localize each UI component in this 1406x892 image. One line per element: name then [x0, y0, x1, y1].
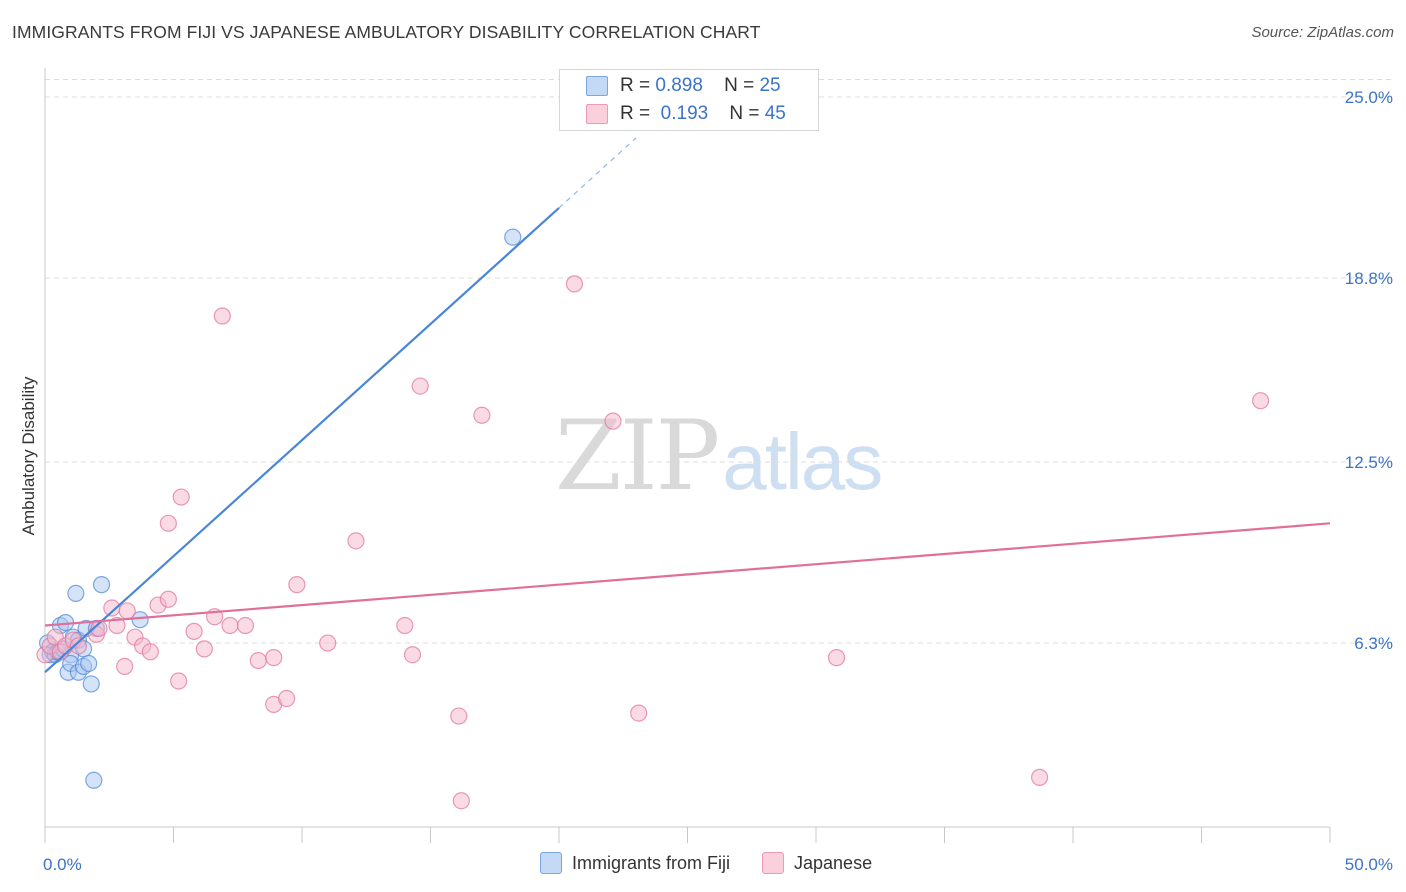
fiji-trend-line-extension [558, 137, 637, 209]
japanese-point [604, 412, 622, 430]
japanese-point [172, 488, 190, 506]
japanese-point [277, 689, 296, 708]
japanese-point [396, 616, 414, 635]
japanese-point [288, 576, 306, 594]
japanese-point [185, 622, 203, 640]
series-swatch-fiji [540, 852, 562, 874]
x-tick-label: 0.0% [43, 855, 82, 874]
series-legend-fiji: Immigrants from Fiji [540, 852, 730, 874]
y-tick-label: 18.8% [1345, 269, 1393, 288]
fiji-trend-line [44, 207, 560, 674]
legend-swatch-japanese [586, 104, 608, 124]
japanese-point [159, 514, 177, 532]
legend-row-japanese: R = 0.193 N = 45 [586, 102, 786, 126]
watermark-zip: ZIP [555, 400, 720, 512]
japanese-point [249, 651, 267, 670]
japanese-point [236, 616, 255, 635]
x-tick-label: 50.0% [1345, 855, 1393, 874]
japanese-point [116, 657, 134, 676]
correlation-legend: R = 0.898 N = 25 R = 0.193 N = 45 [559, 69, 819, 131]
chart-title: IMMIGRANTS FROM FIJI VS JAPANESE AMBULAT… [12, 22, 761, 42]
japanese-point [221, 616, 239, 635]
japanese-point [1030, 768, 1049, 786]
japanese-point [827, 649, 846, 667]
japanese-point [118, 602, 136, 620]
legend-r-value: 0.193 [660, 103, 709, 124]
y-tick-label: 25.0% [1345, 88, 1393, 107]
japanese-point [630, 704, 648, 722]
series-label-fiji: Immigrants from Fiji [572, 852, 731, 873]
legend-r-label: R = [620, 103, 651, 124]
japanese-point [159, 590, 177, 608]
japanese-point [411, 377, 429, 395]
japanese-point [450, 707, 468, 725]
japanese-point [141, 643, 159, 661]
legend-n-label: N = [724, 75, 755, 96]
source-label: Source: ZipAtlas.com [1251, 24, 1394, 41]
fiji-point [504, 228, 522, 246]
legend-n-label: N = [729, 103, 760, 124]
fiji-point [80, 654, 98, 673]
legend-n-value: 25 [759, 75, 781, 96]
fiji-point [82, 675, 100, 693]
japanese-point [108, 616, 126, 635]
legend-swatch-fiji [586, 76, 608, 96]
japanese-trend-line [44, 522, 1331, 627]
japanese-point [213, 307, 231, 325]
legend-n-value: 45 [764, 103, 786, 124]
series-legend-japanese: Japanese [762, 852, 872, 874]
japanese-point [565, 275, 584, 293]
fiji-point [67, 584, 85, 603]
y-tick-label: 12.5% [1345, 453, 1393, 472]
japanese-point [403, 646, 422, 664]
japanese-point [347, 532, 365, 550]
japanese-point [69, 637, 88, 655]
japanese-point [195, 640, 213, 658]
japanese-point [1252, 392, 1270, 410]
japanese-point [319, 634, 337, 652]
legend-row-fiji: R = 0.898 N = 25 [586, 74, 781, 98]
series-swatch-japanese [762, 852, 785, 874]
legend-r-label: R = [620, 75, 651, 96]
fiji-point [92, 576, 111, 594]
legend-r-value: 0.898 [655, 75, 703, 96]
japanese-point [452, 792, 470, 810]
series-legend: Immigrants from Fiji Japanese [540, 852, 904, 874]
japanese-point [170, 672, 188, 690]
japanese-point [473, 406, 491, 424]
fiji-point [85, 771, 103, 789]
y-tick-label: 6.3% [1354, 634, 1393, 653]
japanese-point [265, 649, 283, 667]
series-label-japanese: Japanese [794, 852, 873, 873]
